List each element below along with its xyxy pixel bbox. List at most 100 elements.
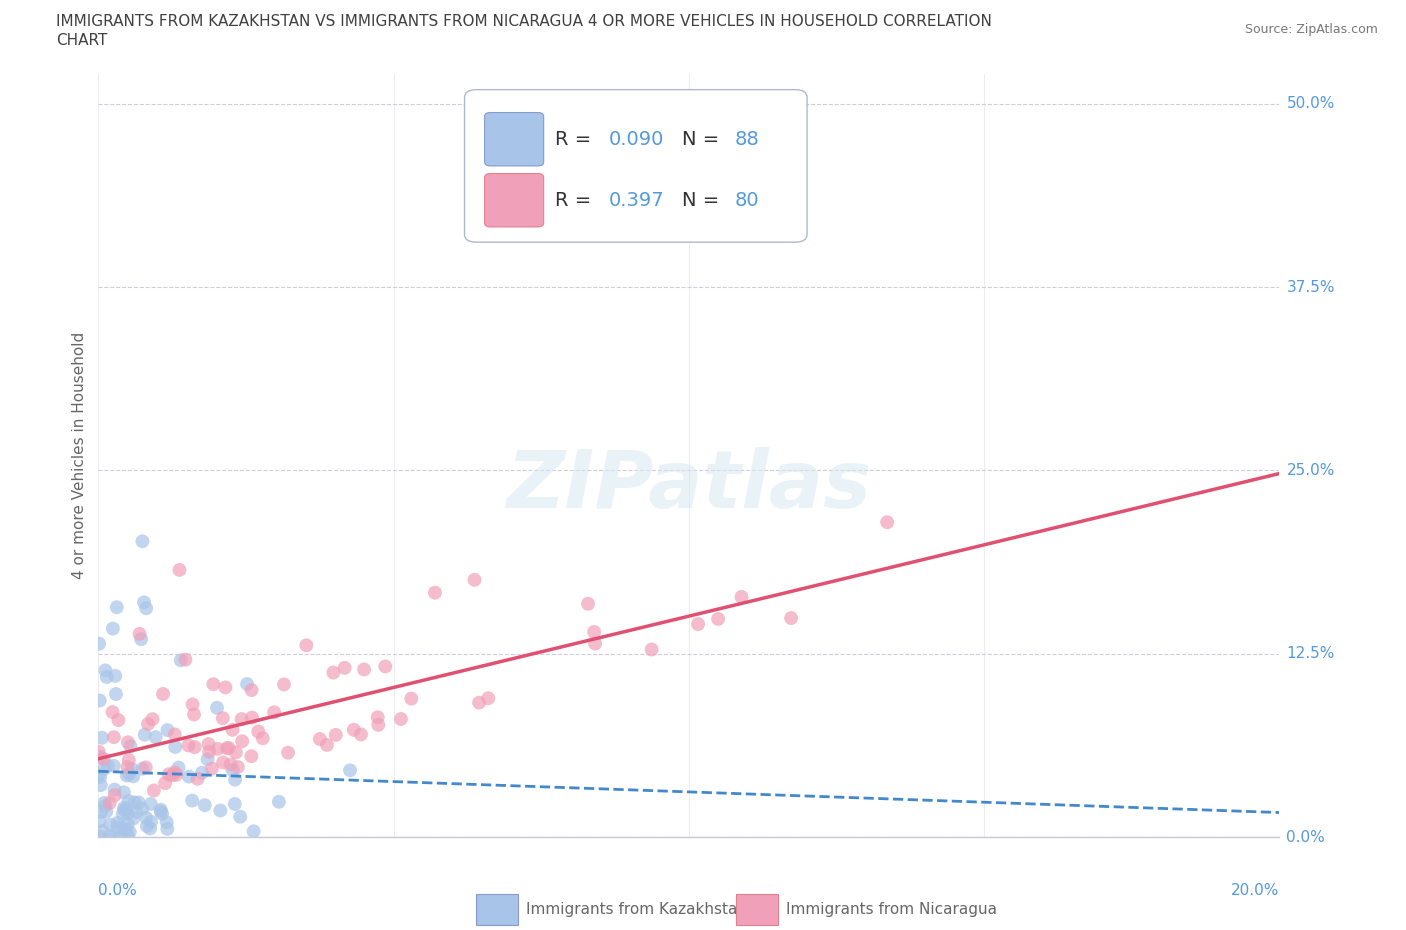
Point	[91, 730, 114, 745]
Text: N =: N =	[682, 191, 725, 210]
Point	[139, 821, 162, 836]
Point	[367, 710, 389, 724]
Point	[221, 763, 243, 777]
Point	[277, 745, 299, 760]
Point	[240, 683, 263, 698]
Point	[177, 769, 200, 784]
Point	[93, 751, 115, 766]
Point	[156, 723, 179, 737]
Point	[231, 711, 253, 726]
Point	[139, 797, 162, 812]
Point	[125, 804, 148, 819]
Point	[118, 752, 141, 767]
Point	[207, 741, 229, 756]
Point	[236, 676, 259, 691]
Point	[150, 806, 173, 821]
Point	[153, 776, 176, 790]
Point	[163, 727, 186, 742]
Point	[134, 727, 156, 742]
Text: Immigrants from Kazakhstan: Immigrants from Kazakhstan	[526, 902, 747, 917]
Point	[98, 817, 121, 832]
Point	[112, 785, 135, 800]
Point	[114, 803, 136, 817]
Point	[128, 627, 150, 642]
Point	[115, 823, 138, 838]
Point	[110, 829, 132, 844]
Point	[136, 717, 159, 732]
Point	[135, 818, 157, 833]
Point	[325, 727, 347, 742]
Point	[117, 829, 139, 844]
Point	[93, 795, 115, 810]
Point	[89, 769, 111, 784]
Text: 37.5%: 37.5%	[1286, 280, 1334, 295]
Point	[316, 737, 339, 752]
Text: CHART: CHART	[56, 33, 108, 47]
Point	[152, 686, 174, 701]
Point	[167, 760, 190, 775]
Point	[103, 730, 125, 745]
Text: 50.0%: 50.0%	[1286, 96, 1334, 112]
Point	[218, 740, 240, 755]
Point	[211, 711, 233, 725]
Point	[707, 612, 730, 627]
Point	[181, 793, 204, 808]
Point	[104, 788, 127, 803]
Point	[131, 534, 153, 549]
Text: 80: 80	[735, 191, 759, 210]
Point	[132, 595, 155, 610]
Point	[131, 802, 153, 817]
Point	[97, 758, 120, 773]
Point	[165, 767, 187, 782]
Point	[112, 820, 135, 835]
Text: 88: 88	[735, 129, 759, 149]
Text: R =: R =	[555, 129, 598, 149]
Point	[374, 659, 396, 674]
Point	[197, 751, 219, 766]
Point	[122, 811, 145, 826]
Point	[87, 744, 110, 759]
Text: ZIPatlas: ZIPatlas	[506, 447, 872, 525]
Point	[101, 705, 124, 720]
Point	[141, 711, 163, 726]
Point	[401, 691, 423, 706]
Point	[198, 744, 221, 759]
FancyBboxPatch shape	[477, 895, 517, 924]
Point	[165, 739, 187, 754]
Text: 0.090: 0.090	[609, 129, 664, 149]
Point	[162, 768, 184, 783]
Point	[224, 796, 246, 811]
Point	[124, 795, 146, 810]
Point	[149, 803, 172, 817]
Point	[96, 670, 118, 684]
Point	[117, 735, 139, 750]
Point	[129, 631, 152, 646]
Text: 0.397: 0.397	[609, 191, 664, 210]
Point	[224, 772, 246, 787]
Point	[876, 514, 898, 529]
Point	[90, 777, 112, 792]
Point	[112, 801, 135, 816]
Point	[202, 677, 225, 692]
Point	[231, 734, 253, 749]
Point	[98, 829, 121, 844]
Point	[89, 750, 111, 764]
Point	[214, 680, 236, 695]
Point	[273, 677, 295, 692]
Point	[186, 771, 208, 786]
Point	[149, 804, 172, 819]
Point	[115, 802, 138, 817]
Point	[121, 762, 143, 777]
Point	[226, 760, 249, 775]
Point	[91, 824, 114, 839]
Point	[117, 817, 139, 831]
Point	[117, 793, 139, 808]
Point	[181, 697, 204, 711]
Point	[583, 636, 606, 651]
Point	[242, 824, 264, 839]
Point	[131, 762, 153, 777]
Point	[135, 811, 157, 826]
Point	[576, 596, 599, 611]
Point	[343, 723, 366, 737]
Point	[89, 693, 111, 708]
